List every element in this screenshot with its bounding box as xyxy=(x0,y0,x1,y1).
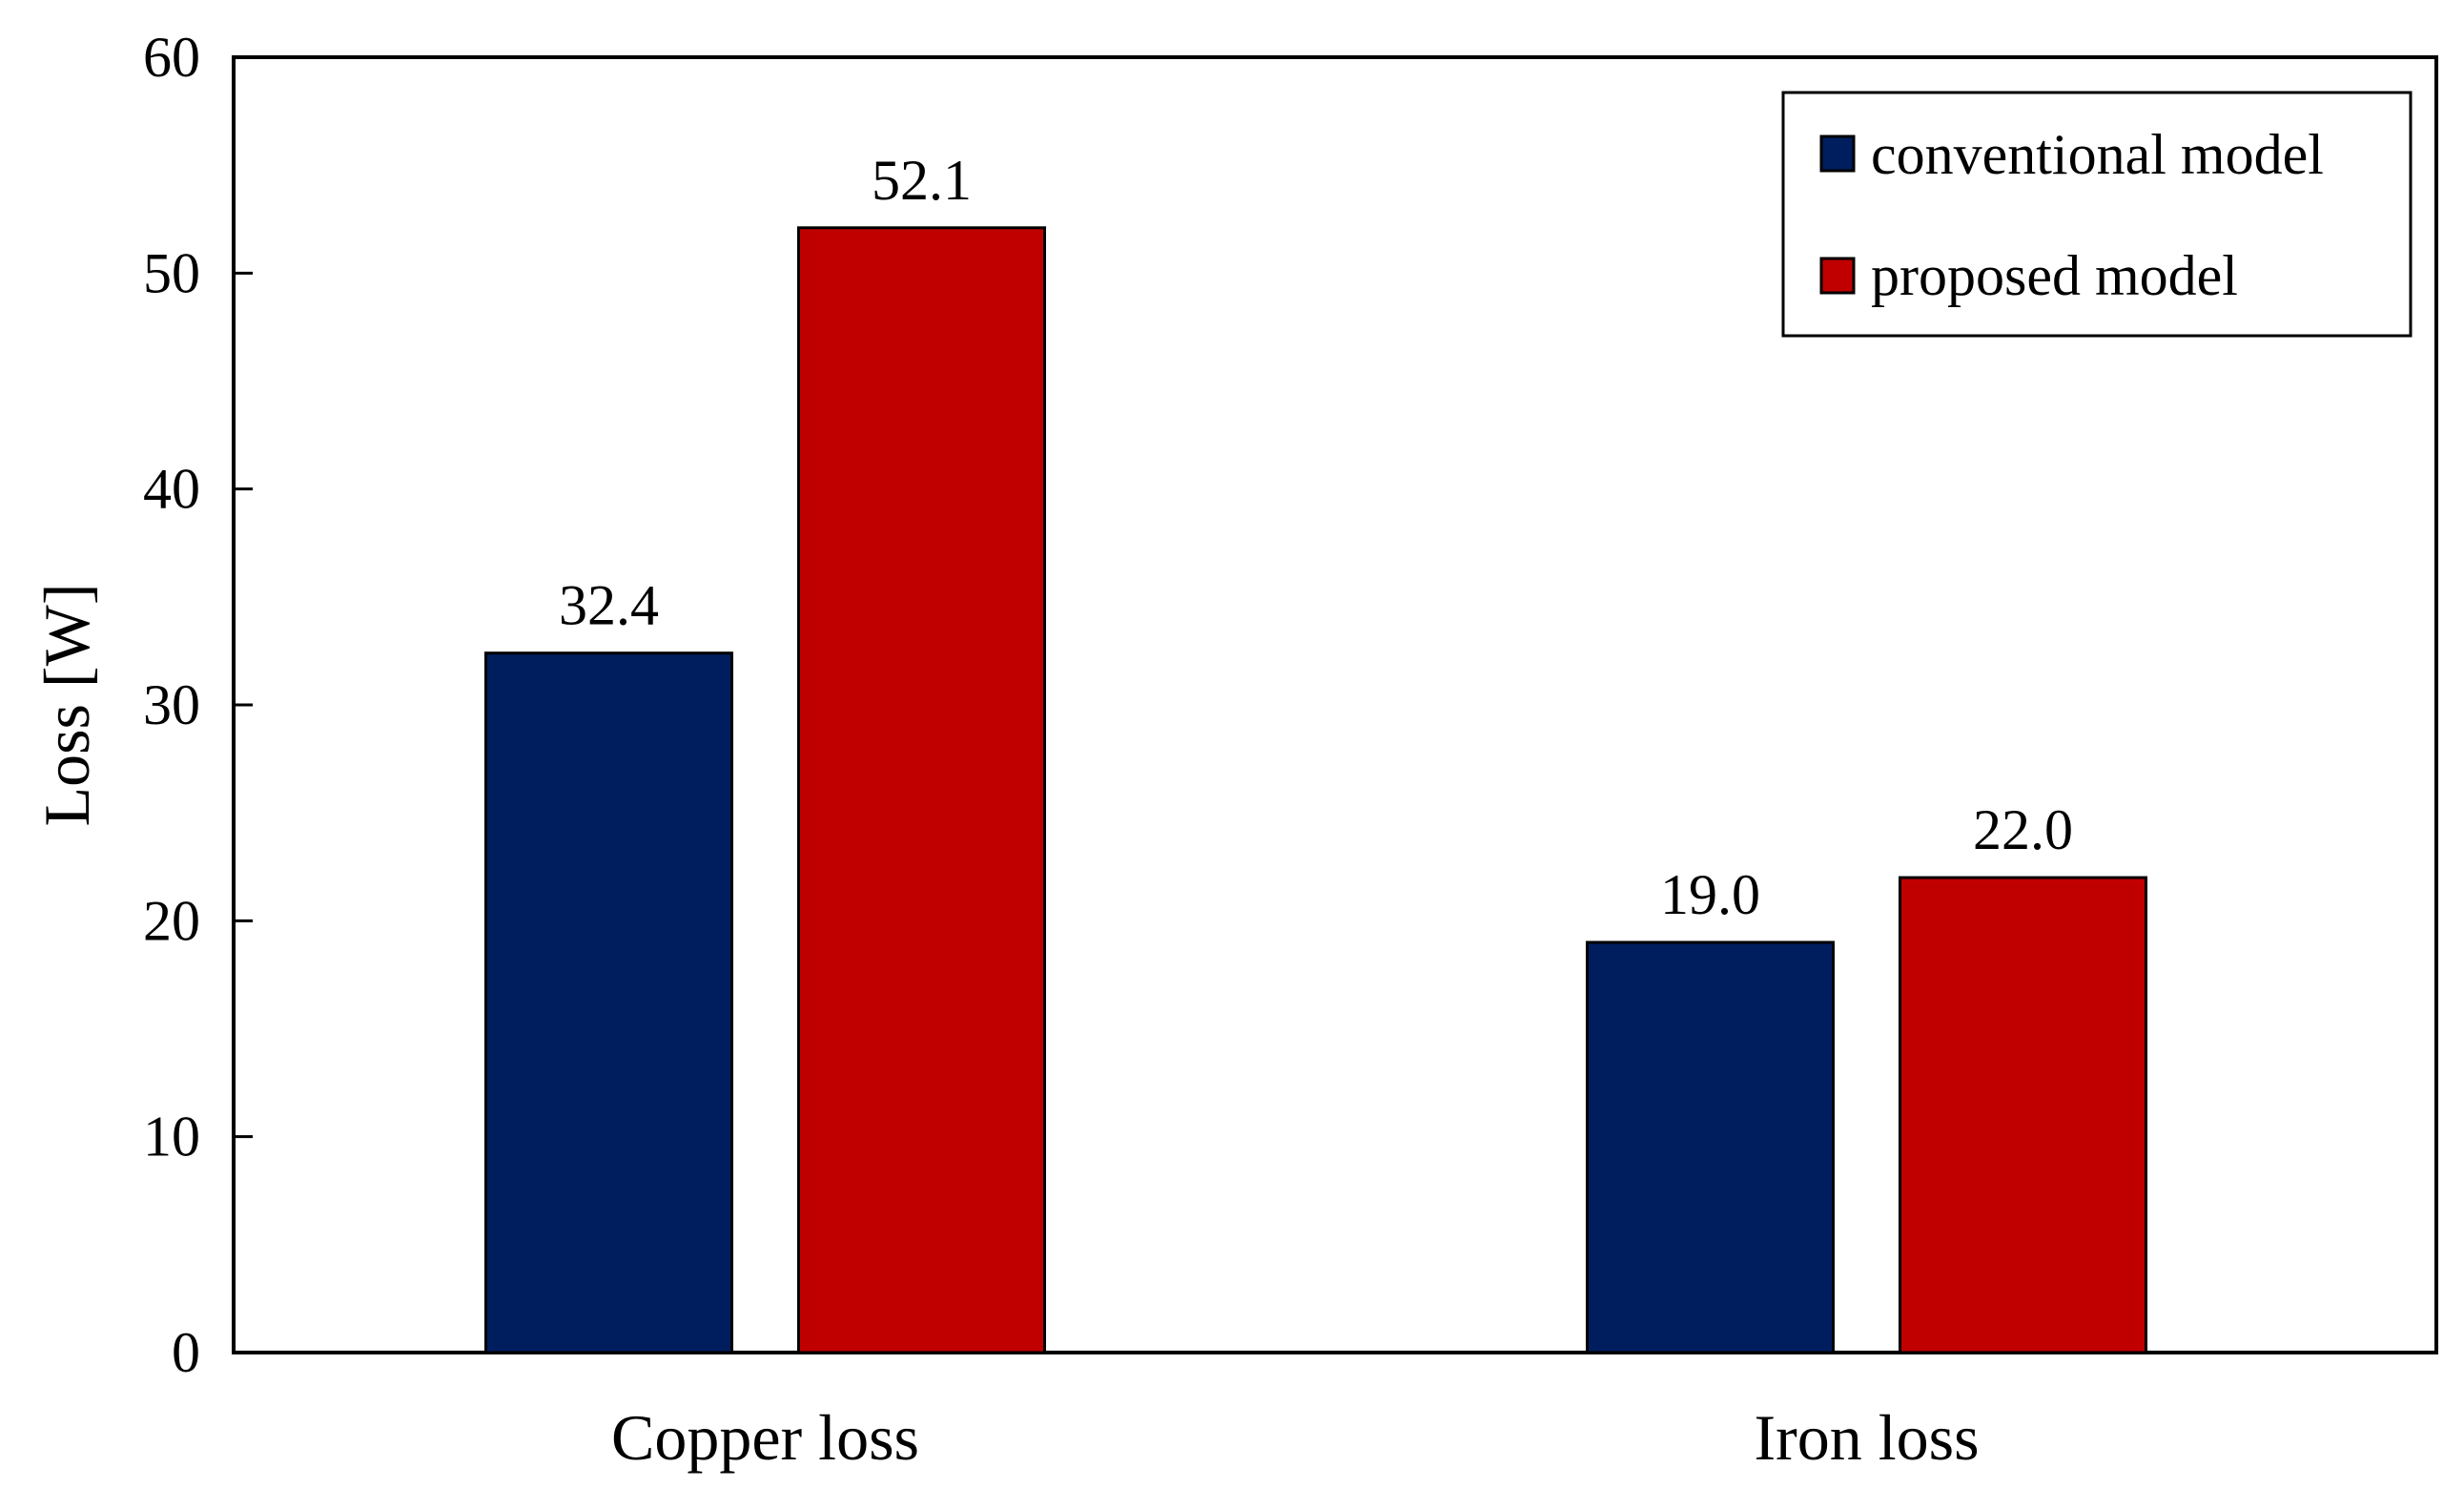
x-axis: Copper loss Iron loss xyxy=(611,1401,1980,1474)
bar-proposed-copper xyxy=(797,226,1046,1354)
y-tick-label: 30 xyxy=(143,673,200,736)
legend: conventional model proposed model xyxy=(1781,91,2413,338)
data-label: 22.0 xyxy=(1973,798,2073,861)
data-labels: 32.4 52.1 19.0 22.0 xyxy=(559,149,2073,926)
legend-label-conventional: conventional model xyxy=(1871,123,2324,186)
y-tick-label: 0 xyxy=(172,1321,200,1384)
bar-conventional-iron xyxy=(1586,940,1835,1354)
data-label: 19.0 xyxy=(1660,863,1760,926)
y-tick-label: 10 xyxy=(143,1106,200,1168)
y-axis-title: Loss [W] xyxy=(31,584,103,827)
data-label: 32.4 xyxy=(559,574,659,637)
y-tick-label: 40 xyxy=(143,458,200,521)
y-tick-label: 60 xyxy=(143,26,200,89)
bar-conventional-copper xyxy=(484,651,733,1354)
legend-swatch-proposed xyxy=(1819,257,1856,295)
x-category-label: Copper loss xyxy=(611,1401,919,1474)
legend-swatch-conventional xyxy=(1819,134,1856,173)
y-axis: 0 10 20 30 40 50 60 xyxy=(143,26,253,1384)
bars xyxy=(484,226,2147,1354)
legend-box xyxy=(1781,91,2413,338)
y-tick-label: 50 xyxy=(143,241,200,304)
legend-label-proposed: proposed model xyxy=(1871,244,2238,307)
bar-proposed-iron xyxy=(1899,876,2147,1354)
x-category-label: Iron loss xyxy=(1754,1401,1979,1474)
data-label: 52.1 xyxy=(872,149,972,212)
y-tick-label: 20 xyxy=(143,889,200,952)
